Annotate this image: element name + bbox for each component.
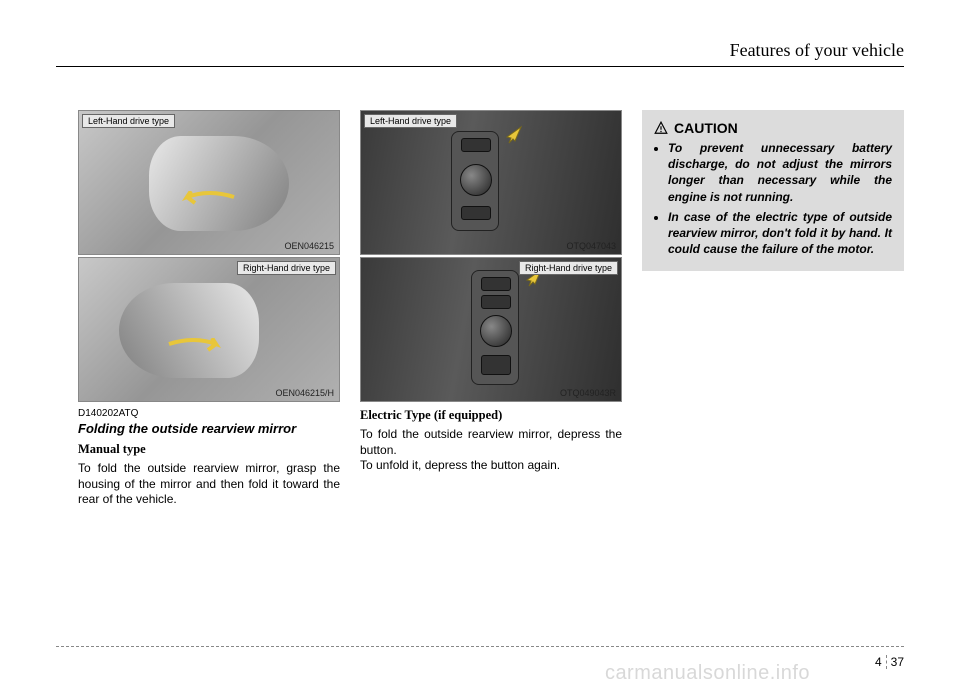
footer-rule	[56, 646, 904, 647]
switch-cluster	[451, 131, 499, 231]
figure-mirror-fold-right: Right-Hand drive type OEN046215/H	[78, 257, 340, 402]
lr-button-icon	[481, 295, 511, 309]
figure-code: OEN046215	[284, 241, 334, 251]
figure-tag: Left-Hand drive type	[364, 114, 457, 128]
fold-arrow-icon	[179, 191, 239, 209]
page-number: 4 37	[875, 655, 904, 669]
warning-icon	[654, 121, 668, 135]
column-3: CAUTION To prevent unnecessary battery d…	[642, 110, 904, 508]
column-2: Left-Hand drive type OTQ047043 Right-Han…	[360, 110, 622, 508]
subheading-manual-type: Manual type	[78, 442, 340, 457]
figure-switch-right: Right-Hand drive type OTQ049043R	[360, 257, 622, 402]
header-rule	[56, 66, 904, 67]
lock-button-icon	[461, 206, 491, 220]
figure-code: OTQ049043R	[560, 388, 616, 398]
figure-code: OEN046215/H	[275, 388, 334, 398]
figure-tag: Right-Hand drive type	[237, 261, 336, 275]
body-text: To fold the outside rearview mirror, dep…	[360, 427, 622, 458]
page-in-chapter: 37	[891, 655, 904, 669]
caution-list: To prevent unnecessary battery discharge…	[654, 140, 892, 257]
mirror-shape	[149, 136, 289, 231]
fold-button-icon	[481, 277, 511, 291]
page-sep	[886, 655, 887, 669]
fold-arrow-icon	[164, 338, 224, 356]
watermark: carmanualsonline.info	[605, 662, 810, 685]
adjust-dial	[460, 164, 492, 196]
mirror-shape	[119, 283, 259, 378]
figure-tag: Left-Hand drive type	[82, 114, 175, 128]
caution-title: CAUTION	[654, 120, 892, 136]
body-text: To fold the outside rearview mirror, gra…	[78, 461, 340, 508]
caution-label: CAUTION	[674, 120, 738, 136]
switch-cluster	[471, 270, 519, 385]
figure-switch-left: Left-Hand drive type OTQ047043	[360, 110, 622, 255]
figure-code: OTQ047043	[566, 241, 616, 251]
chapter-number: 4	[875, 655, 882, 669]
fold-button-icon	[461, 138, 491, 152]
caution-item: In case of the electric type of outside …	[668, 209, 892, 258]
adjust-dial	[480, 315, 512, 347]
caution-item: To prevent unnecessary battery discharge…	[668, 140, 892, 205]
figure-tag: Right-Hand drive type	[519, 261, 618, 275]
callout-arrow-icon	[501, 123, 525, 147]
subheading-electric-type: Electric Type (if equipped)	[360, 408, 622, 423]
ref-code: D140202ATQ	[78, 408, 340, 419]
content-columns: Left-Hand drive type OEN046215 Right-Han…	[78, 110, 904, 508]
column-1: Left-Hand drive type OEN046215 Right-Han…	[78, 110, 340, 508]
heading-folding-mirror: Folding the outside rearview mirror	[78, 421, 340, 436]
figure-mirror-fold-left: Left-Hand drive type OEN046215	[78, 110, 340, 255]
lock-button-icon	[481, 355, 511, 375]
caution-box: CAUTION To prevent unnecessary battery d…	[642, 110, 904, 271]
body-text: To unfold it, depress the button again.	[360, 458, 622, 474]
section-title: Features of your vehicle	[730, 40, 904, 61]
